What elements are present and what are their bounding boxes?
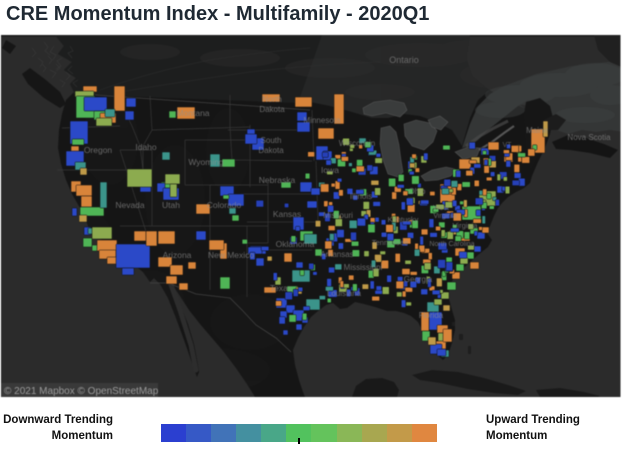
svg-text:Florida: Florida (419, 311, 444, 320)
svg-text:Louisiana: Louisiana (327, 289, 362, 298)
svg-text:Illinois: Illinois (350, 192, 372, 201)
svg-text:© 2021 Mapbox © OpenStreetMap: © 2021 Mapbox © OpenStreetMap (4, 386, 159, 397)
svg-text:Texas: Texas (270, 283, 292, 293)
svg-text:Oklahoma: Oklahoma (276, 239, 315, 249)
svg-text:Dakota: Dakota (258, 146, 284, 155)
svg-text:Arizona: Arizona (163, 250, 192, 260)
svg-text:Nova Scotia: Nova Scotia (567, 133, 611, 142)
svg-text:Montana: Montana (176, 108, 209, 118)
svg-text:Ontario: Ontario (389, 55, 419, 65)
svg-text:Iowa: Iowa (321, 165, 339, 175)
svg-text:Kansas: Kansas (273, 209, 301, 219)
svg-text:Wyoming: Wyoming (188, 157, 224, 167)
svg-text:West: West (433, 205, 449, 212)
svg-text:Tennessee: Tennessee (372, 238, 408, 247)
svg-text:Nebraska: Nebraska (259, 175, 296, 185)
svg-text:New Mexico: New Mexico (208, 250, 255, 260)
svg-text:Georgia: Georgia (404, 275, 433, 284)
svg-text:Idaho: Idaho (135, 142, 157, 152)
svg-text:Missouri: Missouri (323, 211, 353, 220)
svg-text:South: South (261, 136, 282, 145)
svg-text:Nevada: Nevada (115, 200, 145, 210)
svg-text:Maine: Maine (526, 126, 548, 135)
svg-text:Arkansas: Arkansas (320, 250, 353, 259)
svg-text:North: North (262, 95, 282, 104)
svg-text:VT: VT (503, 142, 513, 149)
svg-text:Minnesota: Minnesota (304, 116, 341, 125)
svg-text:Dakota: Dakota (259, 105, 285, 114)
svg-text:Virginia: Virginia (433, 213, 456, 220)
svg-text:Virginia: Virginia (453, 221, 479, 230)
svg-text:North Carolina: North Carolina (429, 241, 474, 248)
svg-text:Wisconsin: Wisconsin (339, 139, 375, 148)
svg-text:Ohio: Ohio (409, 187, 426, 196)
svg-text:Colorado: Colorado (207, 200, 242, 210)
svg-text:Utah: Utah (162, 200, 180, 210)
svg-text:Oregon: Oregon (84, 145, 113, 155)
svg-text:Mississippi: Mississippi (344, 263, 383, 272)
svg-text:Kentucky: Kentucky (388, 215, 419, 224)
